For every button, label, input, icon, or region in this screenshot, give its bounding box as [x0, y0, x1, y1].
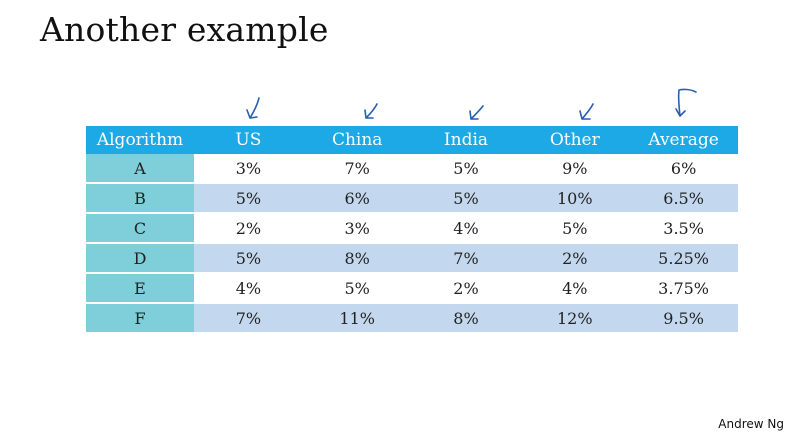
table-cell: 11% [302, 303, 412, 334]
table-cell: 5% [520, 213, 630, 244]
table-cell: 5.25% [629, 243, 738, 274]
algorithm-cell: B [86, 183, 194, 214]
slide-title: Another example [40, 10, 329, 49]
column-header: Other [520, 126, 630, 154]
table-row: F 7% 11% 8% 12% 9.5% [86, 303, 738, 334]
algorithm-error-table: Algorithm US China India Other Average A… [86, 126, 738, 334]
table-row: D 5% 8% 7% 2% 5.25% [86, 243, 738, 274]
algorithm-cell: E [86, 273, 194, 304]
column-header: Average [629, 126, 738, 154]
table-cell: 8% [411, 303, 521, 334]
table-cell: 8% [302, 243, 412, 274]
table-cell: 4% [194, 273, 303, 304]
table-cell: 3.75% [629, 273, 738, 304]
check-mark-icon [246, 97, 260, 119]
table-cell: 12% [520, 303, 630, 334]
check-mark-icon [469, 105, 484, 120]
table-row: E 4% 5% 2% 4% 3.75% [86, 273, 738, 304]
table-row: B 5% 6% 5% 10% 6.5% [86, 183, 738, 214]
column-header: US [194, 126, 303, 154]
column-header: China [302, 126, 412, 154]
algorithm-cell: C [86, 213, 194, 244]
table-cell: 2% [411, 273, 521, 304]
table-cell: 6% [629, 154, 738, 184]
check-mark-icon [364, 103, 378, 119]
summation-mark-icon [675, 88, 697, 117]
column-header: Algorithm [86, 126, 194, 154]
algorithm-cell: D [86, 243, 194, 274]
table-cell: 5% [411, 154, 521, 184]
table-cell: 7% [411, 243, 521, 274]
table-cell: 2% [194, 213, 303, 244]
table-cell: 7% [194, 303, 303, 334]
table-cell: 2% [520, 243, 630, 274]
table-cell: 5% [194, 183, 303, 214]
table-cell: 5% [411, 183, 521, 214]
table-cell: 3% [194, 154, 303, 184]
table-cell: 5% [302, 273, 412, 304]
table-header-row: Algorithm US China India Other Average [86, 126, 738, 154]
table-cell: 6% [302, 183, 412, 214]
table-cell: 3.5% [629, 213, 738, 244]
table-row: A 3% 7% 5% 9% 6% [86, 154, 738, 184]
table-cell: 9% [520, 154, 630, 184]
table-cell: 4% [411, 213, 521, 244]
column-header: India [411, 126, 521, 154]
table-cell: 3% [302, 213, 412, 244]
author-credit: Andrew Ng [718, 417, 784, 431]
table-cell: 6.5% [629, 183, 738, 214]
table-cell: 9.5% [629, 303, 738, 334]
table-cell: 10% [520, 183, 630, 214]
table-row: C 2% 3% 4% 5% 3.5% [86, 213, 738, 244]
check-mark-icon [579, 103, 594, 120]
algorithm-cell: F [86, 303, 194, 334]
table-cell: 5% [194, 243, 303, 274]
table-cell: 7% [302, 154, 412, 184]
algorithm-cell: A [86, 154, 194, 184]
table-cell: 4% [520, 273, 630, 304]
